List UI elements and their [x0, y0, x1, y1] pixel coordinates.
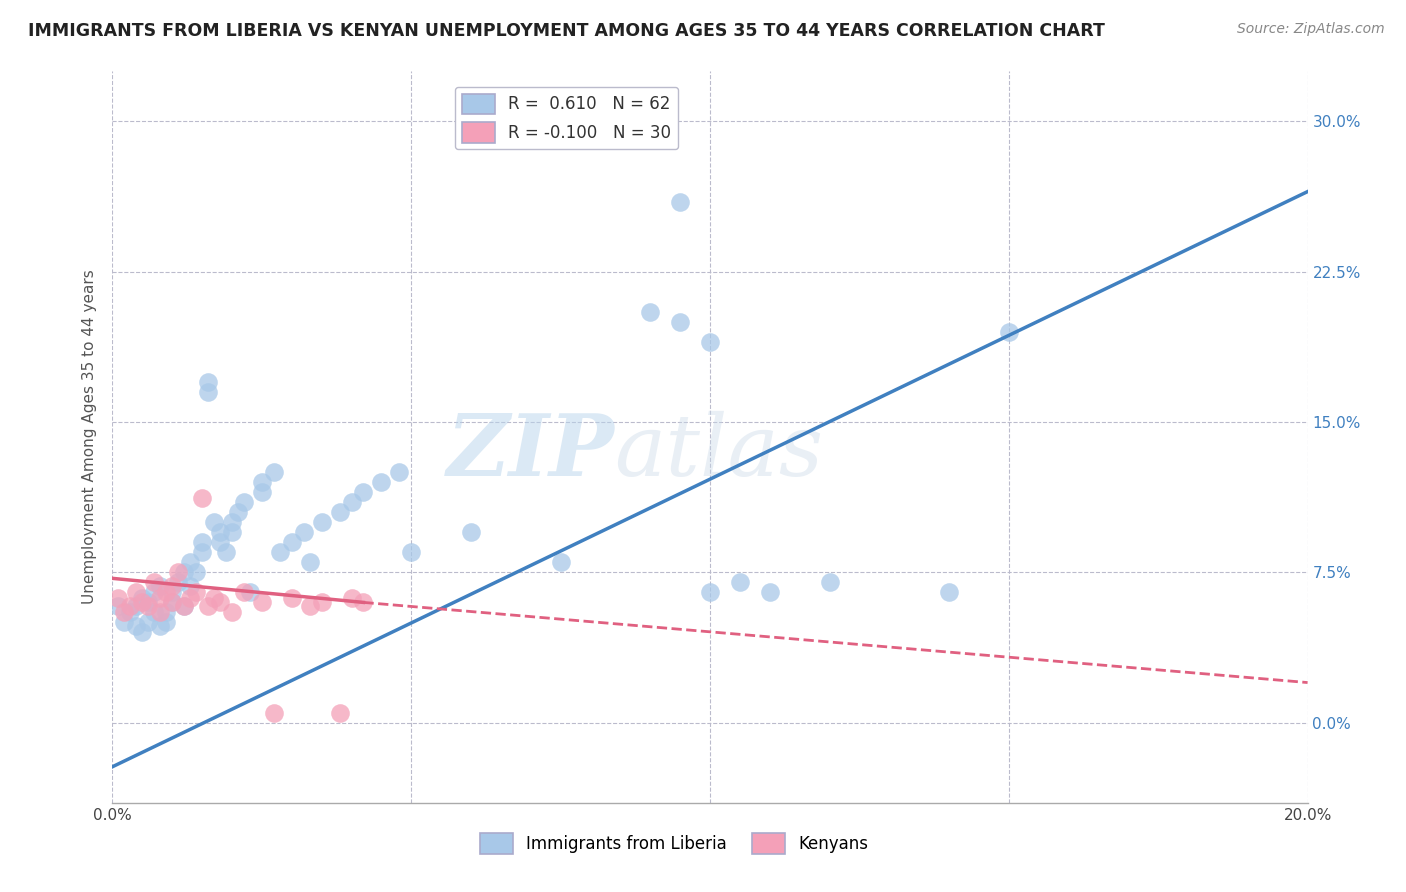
- Point: [370, 475, 392, 490]
- Point: [131, 625, 153, 640]
- Point: [186, 566, 208, 580]
- Point: [215, 545, 238, 559]
- Point: [340, 495, 363, 509]
- Point: [149, 619, 172, 633]
- Point: [221, 525, 243, 540]
- Point: [311, 595, 333, 609]
- Point: [120, 606, 142, 620]
- Point: [269, 545, 291, 559]
- Point: [221, 515, 243, 529]
- Point: [298, 599, 321, 614]
- Point: [155, 615, 177, 630]
- Point: [191, 491, 214, 506]
- Point: [114, 615, 135, 630]
- Point: [173, 566, 195, 580]
- Point: [197, 375, 219, 389]
- Legend: Immigrants from Liberia, Kenyans: Immigrants from Liberia, Kenyans: [472, 827, 876, 860]
- Point: [250, 475, 273, 490]
- Point: [162, 579, 183, 593]
- Point: [162, 595, 183, 609]
- Point: [353, 485, 375, 500]
- Point: [143, 606, 166, 620]
- Point: [998, 325, 1021, 339]
- Point: [167, 575, 190, 590]
- Point: [197, 599, 219, 614]
- Point: [239, 585, 262, 599]
- Point: [221, 606, 243, 620]
- Point: [640, 305, 662, 319]
- Text: IMMIGRANTS FROM LIBERIA VS KENYAN UNEMPLOYMENT AMONG AGES 35 TO 44 YEARS CORRELA: IMMIGRANTS FROM LIBERIA VS KENYAN UNEMPL…: [28, 22, 1105, 40]
- Point: [263, 465, 285, 479]
- Point: [173, 599, 195, 614]
- Point: [131, 595, 153, 609]
- Point: [281, 591, 304, 606]
- Point: [114, 606, 135, 620]
- Point: [550, 555, 572, 569]
- Point: [202, 515, 225, 529]
- Point: [186, 585, 208, 599]
- Point: [388, 465, 411, 479]
- Point: [143, 575, 166, 590]
- Point: [107, 599, 129, 614]
- Point: [340, 591, 363, 606]
- Point: [191, 535, 214, 549]
- Point: [179, 579, 201, 593]
- Point: [329, 505, 352, 519]
- Point: [162, 595, 183, 609]
- Point: [149, 606, 172, 620]
- Point: [292, 525, 315, 540]
- Text: ZIP: ZIP: [447, 410, 614, 493]
- Point: [818, 575, 841, 590]
- Point: [209, 595, 232, 609]
- Point: [149, 579, 172, 593]
- Point: [699, 334, 721, 349]
- Point: [167, 566, 190, 580]
- Point: [191, 545, 214, 559]
- Point: [263, 706, 285, 720]
- Point: [460, 525, 482, 540]
- Point: [138, 599, 160, 614]
- Point: [155, 606, 177, 620]
- Point: [120, 599, 142, 614]
- Text: Source: ZipAtlas.com: Source: ZipAtlas.com: [1237, 22, 1385, 37]
- Point: [179, 591, 201, 606]
- Point: [162, 585, 183, 599]
- Point: [728, 575, 751, 590]
- Point: [173, 599, 195, 614]
- Point: [233, 585, 256, 599]
- Point: [138, 595, 160, 609]
- Point: [329, 706, 352, 720]
- Point: [155, 585, 177, 599]
- Point: [209, 535, 232, 549]
- Point: [138, 615, 160, 630]
- Point: [699, 585, 721, 599]
- Point: [233, 495, 256, 509]
- Point: [226, 505, 249, 519]
- Point: [250, 485, 273, 500]
- Point: [298, 555, 321, 569]
- Y-axis label: Unemployment Among Ages 35 to 44 years: Unemployment Among Ages 35 to 44 years: [82, 269, 97, 605]
- Text: atlas: atlas: [614, 410, 824, 493]
- Point: [143, 585, 166, 599]
- Point: [125, 585, 148, 599]
- Point: [250, 595, 273, 609]
- Point: [669, 315, 692, 329]
- Point: [125, 619, 148, 633]
- Point: [131, 591, 153, 606]
- Point: [107, 591, 129, 606]
- Point: [759, 585, 782, 599]
- Point: [202, 591, 225, 606]
- Point: [669, 194, 692, 209]
- Point: [197, 384, 219, 399]
- Point: [353, 595, 375, 609]
- Point: [401, 545, 423, 559]
- Point: [281, 535, 304, 549]
- Point: [311, 515, 333, 529]
- Point: [179, 555, 201, 569]
- Point: [149, 591, 172, 606]
- Point: [125, 599, 148, 614]
- Point: [209, 525, 232, 540]
- Point: [938, 585, 960, 599]
